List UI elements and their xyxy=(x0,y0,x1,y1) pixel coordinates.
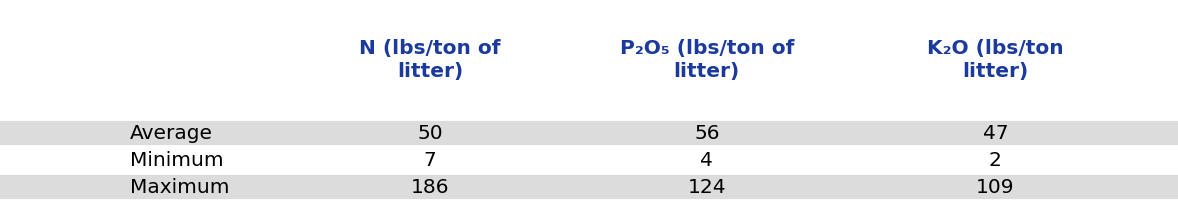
Text: 109: 109 xyxy=(977,177,1014,196)
Text: 50: 50 xyxy=(417,123,443,142)
Text: 56: 56 xyxy=(694,123,720,142)
Bar xyxy=(0,146,1178,173)
Bar xyxy=(0,119,1178,146)
Text: 7: 7 xyxy=(424,150,436,169)
Text: 2: 2 xyxy=(990,150,1001,169)
Text: Maximum: Maximum xyxy=(130,177,229,196)
Text: K₂O (lbs/ton
litter): K₂O (lbs/ton litter) xyxy=(927,38,1064,81)
Text: Minimum: Minimum xyxy=(130,150,223,169)
Text: 4: 4 xyxy=(701,150,713,169)
Text: P₂O₅ (lbs/ton of
litter): P₂O₅ (lbs/ton of litter) xyxy=(620,38,794,81)
Text: 47: 47 xyxy=(982,123,1008,142)
Bar xyxy=(0,173,1178,200)
Text: 124: 124 xyxy=(688,177,726,196)
Text: Average: Average xyxy=(130,123,212,142)
Text: 186: 186 xyxy=(411,177,449,196)
Text: N (lbs/ton of
litter): N (lbs/ton of litter) xyxy=(359,38,501,81)
